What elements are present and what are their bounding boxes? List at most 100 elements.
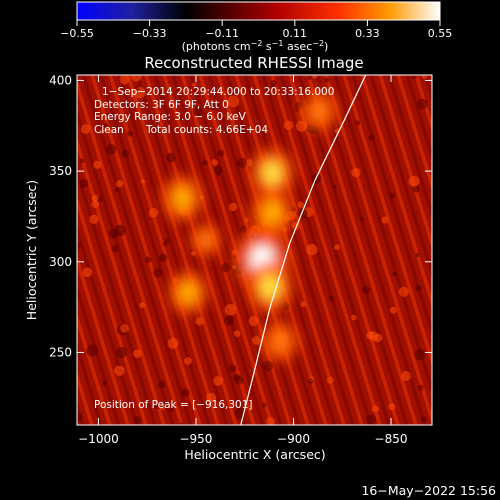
fringe-blob <box>236 157 248 169</box>
fringe-blob <box>195 317 204 326</box>
timestamp: 16−May−2022 15:56 <box>361 483 496 498</box>
colorbar-unit-text: (photons cm <box>182 40 251 53</box>
fringe-blob <box>119 75 130 85</box>
fringe-line <box>77 78 184 425</box>
source-core <box>259 274 281 301</box>
colorbar-unit-exponent: −2 <box>312 39 324 48</box>
fringe-blob <box>148 208 159 218</box>
fringe-blob <box>111 245 119 253</box>
annotation-energy-range: Energy Range: 3.0 − 6.0 keV <box>94 111 247 123</box>
fringe-blob <box>294 101 303 109</box>
colorbar-tick-label: 0.11 <box>283 27 308 40</box>
fringe-blob <box>388 403 396 411</box>
fringe-line <box>90 75 202 425</box>
colorbar-unit-exponent: −1 <box>272 39 284 48</box>
source-core <box>172 186 192 210</box>
fringe-blob <box>79 178 89 188</box>
fringe-blob <box>201 159 208 166</box>
fringe-blob <box>126 130 133 137</box>
fringe-blob <box>265 416 276 425</box>
y-tick-label: 250 <box>49 345 72 359</box>
fringe-blob <box>389 306 397 314</box>
fringe-blob <box>224 303 237 316</box>
fringe-line <box>378 75 432 250</box>
solar-limb-curve <box>240 75 367 425</box>
fringe-line <box>0 55 80 445</box>
colorbar-tick-label: −0.33 <box>133 27 167 40</box>
fringe-blob <box>139 302 146 309</box>
fringe-blob <box>206 392 217 403</box>
source-core <box>198 231 213 249</box>
fringe-line <box>446 55 500 445</box>
fringe-line <box>77 195 148 425</box>
fringe-blob <box>251 336 261 345</box>
fringe-blob <box>130 75 142 82</box>
fringe-line <box>0 55 17 445</box>
fringe-blob <box>359 216 365 222</box>
y-tick-label: 350 <box>49 164 72 178</box>
plot-frame <box>76 74 433 426</box>
colorbar-unit-text: ) <box>324 40 328 53</box>
fringe-blob <box>334 244 340 251</box>
fringe-blob <box>77 412 83 422</box>
source-core <box>261 160 283 186</box>
fringe-blob <box>401 371 412 382</box>
fringe-blob <box>295 120 308 132</box>
colorbar-unit-text: asec <box>283 40 312 53</box>
fringe-blob <box>106 144 117 155</box>
fringe-blob <box>169 407 174 412</box>
heatmap-image <box>0 55 500 445</box>
fringe-blob <box>77 241 81 250</box>
fringe-line <box>369 75 432 279</box>
fringe-blob <box>244 218 249 223</box>
fringe-line <box>414 75 432 133</box>
fringe-line <box>108 75 220 425</box>
colorbar-tick-label: 0.33 <box>355 27 380 40</box>
sources-layer <box>161 91 337 362</box>
fringe-blob <box>270 80 278 87</box>
fringe-blob <box>192 106 203 117</box>
fringe-blob <box>115 180 124 188</box>
fringe-line <box>360 75 432 308</box>
source-core <box>310 101 328 122</box>
fringe-blob <box>102 381 107 386</box>
colorbar-unit-exponent: −2 <box>251 39 263 48</box>
fringe-blob <box>99 129 105 134</box>
fringe-blob <box>224 315 235 326</box>
fringe-blob <box>361 285 371 295</box>
fringe-blob <box>311 75 318 79</box>
x-tick-label: −900 <box>277 432 310 446</box>
source-core <box>262 200 282 225</box>
fringe-blob <box>368 134 376 141</box>
fringe-blob <box>294 107 300 113</box>
fringe-blob <box>371 405 379 413</box>
fringe-blob <box>121 149 130 158</box>
fringe-blob <box>115 347 127 359</box>
fringe-line <box>77 370 94 425</box>
fringe-line <box>270 75 382 425</box>
fringe-blob <box>191 251 196 256</box>
fringe-blob <box>366 414 377 425</box>
fringe-blob <box>237 125 246 134</box>
fringe-line <box>77 400 85 425</box>
fringe-line <box>437 55 500 445</box>
fringe-blob <box>82 267 93 278</box>
annotation-detectors: Detectors: 3F 6F 9F, Att 0 <box>94 99 229 111</box>
fringe-blob <box>354 120 361 126</box>
fringe-blob <box>412 184 420 193</box>
fringe-line <box>77 312 112 425</box>
fringe-blob <box>417 384 424 391</box>
fringe-blob <box>351 168 361 178</box>
fringe-blob <box>381 216 389 224</box>
fringe-line <box>135 75 247 425</box>
fringe-blob <box>103 122 109 128</box>
fringe-line <box>77 341 103 425</box>
fringe-line <box>387 75 432 221</box>
fringe-blob <box>233 330 241 337</box>
colorbar-tick-label: 0.55 <box>428 27 453 40</box>
fringe-blob <box>415 284 422 292</box>
fringe-line <box>77 253 130 425</box>
colorbar-tick-label: −0.11 <box>205 27 239 40</box>
fringe-blob <box>86 344 99 357</box>
fringe-blob <box>184 357 192 365</box>
